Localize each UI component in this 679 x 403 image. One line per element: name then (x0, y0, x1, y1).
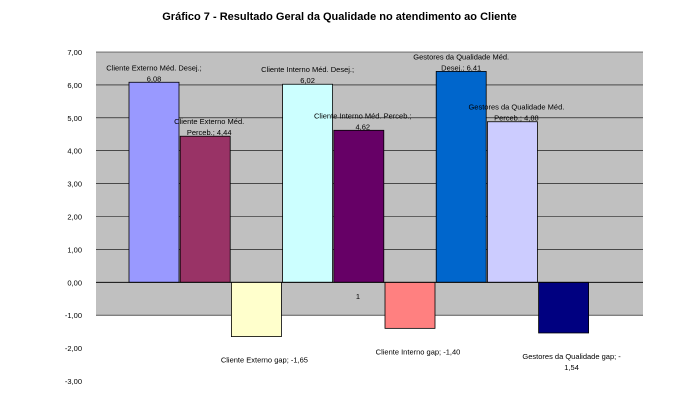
y-tick-label: 5,00 (67, 114, 82, 123)
data-label: 4,62 (355, 122, 370, 131)
data-label: Cliente Externo Méd. (174, 117, 244, 126)
bar (538, 281, 589, 334)
data-label: Perceb.; 4,44 (187, 128, 232, 137)
data-label: Perceb.; 4,88 (494, 114, 539, 123)
y-tick-label: 6,00 (67, 81, 82, 90)
bar (384, 281, 436, 329)
bar (486, 121, 538, 283)
bar (128, 81, 180, 283)
y-tick-label: -3,00 (65, 377, 82, 386)
data-label: 6,02 (300, 76, 315, 85)
bar (230, 281, 282, 337)
category-label: 1 (356, 292, 360, 301)
data-label: 6,08 (147, 74, 162, 83)
data-label: Gestores da Qualidade Méd. (468, 103, 564, 112)
y-tick-label: 0,00 (67, 278, 82, 287)
data-label: Gestores da Qualidade gap; - (522, 352, 621, 361)
data-label: Cliente Externo gap; -1,65 (221, 356, 308, 365)
y-tick-label: -1,00 (65, 311, 82, 320)
data-label: Desej.; 6,41 (441, 63, 481, 72)
data-label: Gestores da Qualidade Méd. (413, 52, 509, 61)
y-tick-label: 3,00 (67, 180, 82, 189)
bar (282, 83, 334, 283)
y-tick-label: 1,00 (67, 245, 82, 254)
bar (179, 135, 231, 283)
data-label: Cliente Interno gap; -1,40 (376, 347, 461, 356)
y-tick-label: 7,00 (67, 48, 82, 57)
bar (333, 129, 385, 283)
y-tick-label: 4,00 (67, 147, 82, 156)
data-label: Cliente Externo Méd. Desej.; (106, 63, 201, 72)
data-label: Cliente Interno Méd. Perceb.; (314, 111, 412, 120)
y-tick-label: -2,00 (65, 344, 82, 353)
bar (435, 71, 487, 283)
data-label: 1,54 (564, 363, 579, 372)
data-label: Cliente Interno Méd. Desej.; (261, 65, 354, 74)
chart-title: Gráfico 7 - Resultado Geral da Qualidade… (162, 11, 517, 23)
y-tick-label: 2,00 (67, 213, 82, 222)
